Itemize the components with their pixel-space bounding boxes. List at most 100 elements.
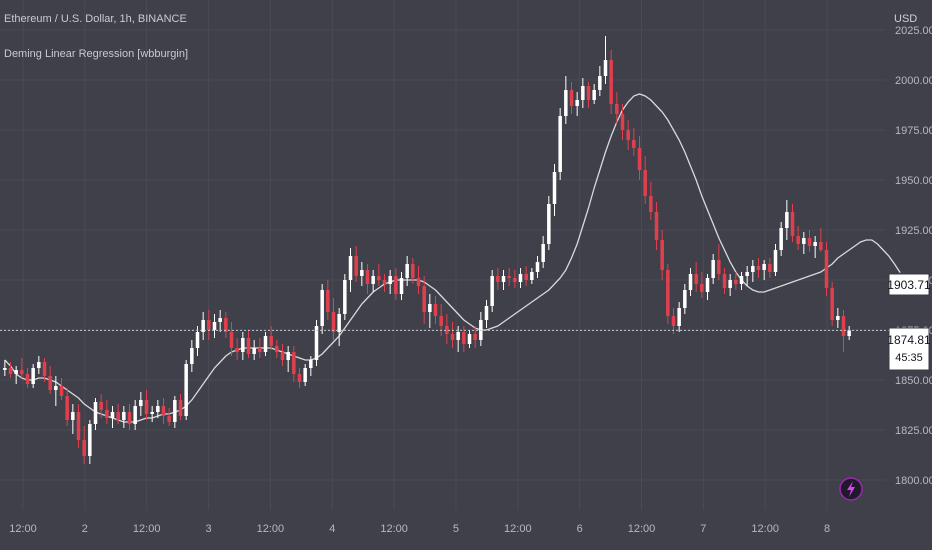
candle-body [212, 322, 217, 330]
candle-body [745, 272, 749, 276]
candle-body [416, 278, 421, 286]
candle-body [796, 236, 800, 244]
candle [751, 260, 755, 282]
candle [711, 254, 715, 284]
candle [507, 268, 511, 286]
lightning-icon[interactable] [839, 477, 863, 501]
candle-body [711, 260, 715, 278]
currency-label: USD [894, 13, 917, 25]
candle [626, 120, 630, 150]
candle-body [93, 402, 98, 424]
y-tick-label: 1800.00 [895, 475, 932, 487]
candle [65, 388, 69, 426]
x-axis[interactable]: 12:00 2 12:00 3 12:00 4 12:00 5 12:00 6 12:00 7 12:0… [9, 523, 830, 535]
candle [235, 338, 239, 360]
candle [224, 312, 228, 338]
candle-body [224, 318, 228, 332]
candle [564, 76, 568, 124]
candle-body [694, 274, 698, 284]
candle-body [82, 440, 86, 456]
candle [326, 280, 330, 320]
candle [501, 270, 506, 290]
candle-body [127, 412, 132, 424]
x-tick-label: 2 [82, 523, 88, 535]
candle-body [110, 412, 115, 418]
grid-lines [0, 0, 886, 510]
candle [422, 276, 426, 324]
candle [133, 400, 137, 430]
y-tick-label: 1925.00 [895, 225, 932, 237]
candle [337, 308, 341, 346]
candle [632, 128, 636, 156]
candle [462, 326, 466, 352]
candle [184, 360, 188, 420]
candle-body [847, 330, 851, 336]
candle-body [756, 266, 761, 270]
candle [20, 358, 24, 378]
candle-body [156, 406, 160, 412]
candle-body [343, 280, 347, 314]
candle [127, 404, 132, 430]
candle [309, 356, 313, 376]
y-tick-label: 1975.00 [895, 125, 932, 137]
candle-body [734, 280, 738, 284]
x-tick-label: 12:00 [9, 523, 37, 535]
indicator-label[interactable]: Deming Linear Regression [wbburgin] [4, 48, 188, 60]
y-tick-label: 1950.00 [895, 175, 932, 187]
candle [286, 346, 290, 372]
candle [496, 268, 500, 290]
candle-body [841, 316, 846, 336]
candle-body [552, 172, 557, 204]
candle-body [116, 412, 120, 420]
candle [343, 274, 347, 320]
candle [450, 322, 455, 348]
candle [615, 92, 619, 124]
candle-body [569, 90, 574, 106]
candle-body [626, 130, 630, 140]
candle-body [139, 400, 143, 406]
candle-body [768, 264, 772, 272]
candle [31, 364, 35, 388]
candle-body [456, 332, 460, 340]
candle-body [717, 260, 721, 274]
candle-body [490, 276, 494, 306]
candle-body [462, 332, 466, 344]
candle-body [122, 412, 126, 420]
candle [722, 268, 727, 294]
candle-body [292, 352, 296, 374]
candle [586, 82, 591, 108]
candle-body [507, 276, 511, 278]
candle [484, 300, 489, 328]
y-tick-label: 2025.00 [895, 25, 932, 37]
candle [354, 246, 358, 282]
candle-body [501, 276, 506, 282]
candle-body [190, 348, 194, 364]
candle-body [275, 346, 279, 352]
candle-body [422, 286, 426, 312]
candle [660, 230, 664, 280]
candle [3, 360, 7, 376]
candle-body [836, 316, 840, 320]
x-tick-label: 6 [577, 523, 583, 535]
candle [269, 326, 273, 350]
x-tick-label: 12:00 [133, 523, 161, 535]
candle [807, 230, 812, 252]
candle-body [133, 406, 137, 424]
candle-body [263, 336, 268, 352]
candle-body [382, 280, 387, 284]
candle-body [54, 386, 58, 390]
candle-body [8, 368, 13, 374]
candle-body [65, 396, 69, 420]
candle [280, 344, 285, 366]
symbol-title: Ethereum / U.S. Dollar, 1h, BINANCE [4, 13, 187, 25]
candle [768, 258, 772, 278]
candle-body [439, 316, 443, 326]
candle-body [824, 250, 829, 288]
x-tick-label: 12:00 [628, 523, 656, 535]
candle [637, 136, 642, 180]
candle [150, 406, 154, 422]
candle-body [173, 400, 177, 422]
